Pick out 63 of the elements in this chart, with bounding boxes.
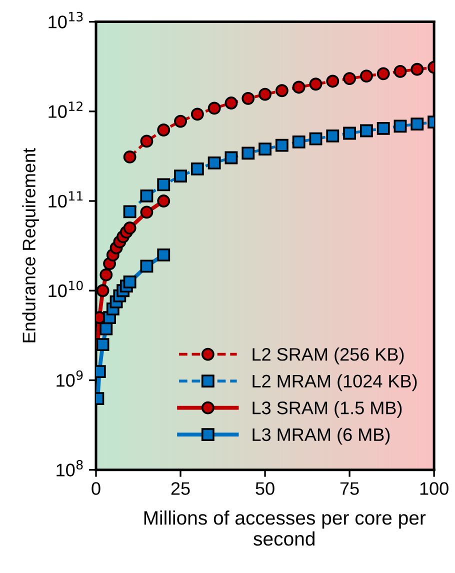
point (343, 126, 356, 140)
point (190, 162, 204, 176)
y-tick-label: 10$^{10}$ (48, 280, 83, 298)
point (258, 88, 272, 101)
point (242, 146, 255, 160)
x-axis-title: Millions of accesses per core per second (144, 510, 426, 546)
point (360, 70, 373, 82)
legend-label: L2 SRAM (256 KB) (252, 348, 404, 364)
point (343, 72, 356, 86)
point (96, 284, 110, 298)
point (123, 205, 136, 218)
y-tick-label: 10$^{13}$ (48, 12, 83, 28)
y-tick-label: 10$^{9}$ (56, 370, 83, 387)
x-tick-label: 75 (340, 482, 359, 495)
point (326, 74, 340, 88)
point (360, 124, 373, 138)
point (157, 178, 170, 192)
point (275, 84, 288, 98)
point (140, 260, 154, 273)
y-tick-label: 10$^{11}$ (48, 191, 83, 208)
point (123, 150, 136, 164)
y-tick-label: 10$^{12}$ (48, 102, 82, 118)
point (410, 118, 424, 131)
legend-label: L3 SRAM (1.5 MB) (252, 401, 402, 418)
x-tick-label: 0 (92, 482, 100, 495)
point (140, 134, 154, 148)
point (140, 206, 154, 219)
point (376, 67, 390, 80)
point (309, 78, 322, 91)
point (224, 96, 238, 110)
point (208, 156, 221, 170)
point (309, 132, 322, 146)
legend-label: L2 MRAM (1024 KB) (252, 374, 417, 392)
point (326, 129, 340, 142)
x-tick-label: 25 (171, 482, 190, 495)
point (123, 222, 136, 234)
point (242, 92, 255, 105)
point (190, 108, 204, 121)
point (157, 248, 170, 262)
point (410, 62, 424, 76)
point (394, 120, 407, 133)
x-tick-label: 100 (420, 482, 448, 495)
point (208, 102, 221, 115)
y-tick-label: 10$^{8}$ (56, 460, 83, 476)
point (100, 322, 113, 336)
point (96, 338, 110, 352)
x-tick-label: 50 (256, 482, 274, 495)
point (123, 275, 136, 288)
y-axis-title: Endurance Requirement (22, 148, 40, 342)
point (292, 80, 306, 94)
point (394, 64, 407, 78)
point (140, 189, 154, 202)
legend-label: L3 MRAM (6 MB) (252, 428, 390, 445)
point (224, 151, 238, 164)
point (174, 170, 187, 182)
point (275, 138, 288, 152)
point (157, 124, 170, 136)
point (258, 142, 272, 156)
point (100, 268, 113, 282)
point (376, 122, 390, 135)
point (157, 194, 170, 208)
point (174, 114, 187, 128)
point (292, 135, 306, 148)
